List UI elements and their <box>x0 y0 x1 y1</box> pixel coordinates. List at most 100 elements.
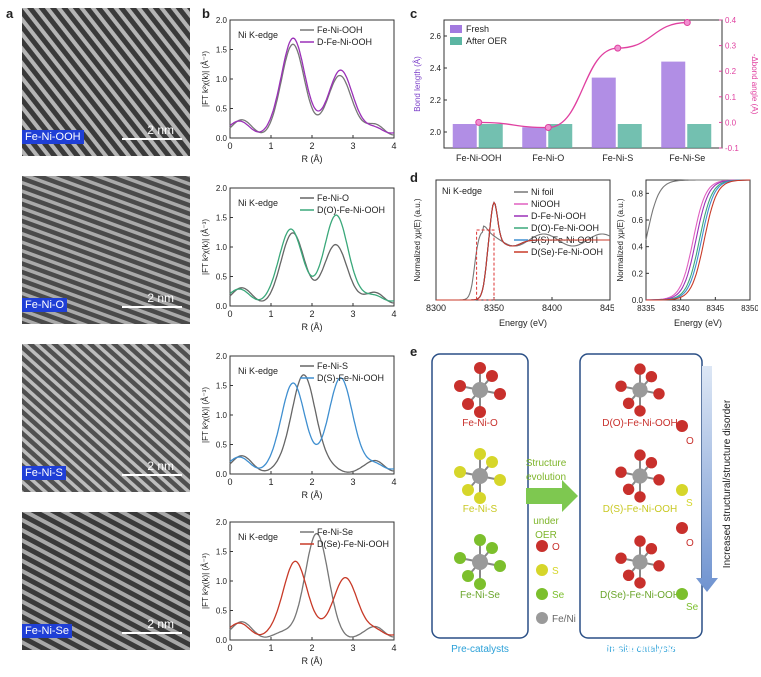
ft-exafs-chart-1: 0 1 2 3 4 0.0 0.5 1.0 1.5 2.0 R (Å) |FT k²χ(k)| (Å⁻… <box>201 16 397 164</box>
ft-exafs-chart-3: 0 1 2 3 4 0.0 0.5 1.0 1.5 2.0 R (Å) |FT k²χ(k)| (Å⁻… <box>201 352 397 500</box>
x-tick-label: 1 <box>268 141 273 151</box>
legend-label-0: Ni foil <box>531 187 554 197</box>
y-axis-label: Bond length (Å) <box>413 56 422 112</box>
arrow-text-3: OER <box>535 530 557 541</box>
y2-axis-label: -Δbond angle (Å) <box>750 54 758 115</box>
ligand-atom <box>615 552 627 564</box>
bar-0-0 <box>452 124 477 148</box>
x-tick-label: 0 <box>227 643 232 653</box>
bar-0-3 <box>661 61 686 148</box>
panel-label-e: e <box>410 344 418 359</box>
y-tick-label: 0.5 <box>216 273 228 282</box>
y-tick-label: 0.2 <box>632 269 644 278</box>
y2-tick-label: 0.2 <box>725 67 737 76</box>
leaving-atom-1 <box>676 484 688 496</box>
metal-atom <box>632 468 648 484</box>
tem-label: Fe-Ni-O <box>22 298 68 312</box>
chart-title: Ni K-edge <box>442 186 482 196</box>
bond-length-chart: 2.0 2.2 2.4 2.6 -0.1 0.0 0.1 0.2 0.3 0.4 Bond leng… <box>413 16 758 163</box>
y-tick-label: 2.0 <box>216 184 228 193</box>
scale-bar <box>122 306 182 308</box>
legend-label-1: D(Se)-Fe-Ni-OOH <box>317 539 389 549</box>
series-line-0 <box>229 533 395 638</box>
metal-atom <box>472 468 488 484</box>
ligand-atom <box>474 578 486 590</box>
y2-tick-label: -0.1 <box>725 144 739 153</box>
x-tick-label: 4 <box>391 477 396 487</box>
ligand-atom <box>634 405 646 417</box>
ligand-atom <box>622 569 635 581</box>
x-tick-label: 8300 <box>426 303 446 313</box>
precat-structure-2 <box>454 534 506 590</box>
x-tick-label: 8345 <box>706 304 724 313</box>
ligand-atom <box>494 560 506 572</box>
scale-bar <box>122 138 182 140</box>
tem-image-fe-ni-se: Fe-Ni-Se 2 nm <box>22 512 190 650</box>
category-label-2: Fe-Ni-S <box>602 153 633 163</box>
bond-angle-line <box>478 21 688 129</box>
legend-atom-0 <box>536 540 548 552</box>
evolution-arrow <box>526 480 578 512</box>
panel-label-b: b <box>202 6 210 21</box>
bond-angle-point-3 <box>683 19 691 27</box>
bar-1-1 <box>548 124 573 148</box>
tem-label: Fe-Ni-S <box>22 466 66 480</box>
ligand-atom <box>634 449 646 461</box>
xanes-chart: 8300 8350 8400 8450 Energy (eV) Normalized χμ… <box>413 179 614 328</box>
ligand-atom <box>454 466 466 478</box>
category-label-3: Fe-Ni-Se <box>669 153 705 163</box>
ligand-atom <box>486 456 498 468</box>
x-tick-label: 3 <box>350 141 355 151</box>
legend-atom-1 <box>536 564 548 576</box>
series-line-0 <box>229 374 395 473</box>
bar-0-1 <box>522 127 547 148</box>
scale-bar <box>122 632 182 634</box>
series-line-1 <box>229 560 395 636</box>
ligand-atom <box>634 363 646 375</box>
y2-tick-label: 0.3 <box>725 42 737 51</box>
product-structure-1 <box>615 449 665 503</box>
y-tick-label: 2.0 <box>216 16 228 25</box>
x-tick-label: 2 <box>309 141 314 151</box>
product-structure-2 <box>615 535 665 589</box>
x-tick-label: 8340 <box>672 304 690 313</box>
plot-frame <box>443 19 723 149</box>
product-label-0: D(O)-Fe-Ni-OOH <box>602 418 678 429</box>
x-tick-label: 1 <box>268 309 273 319</box>
x-tick-label: 4 <box>391 309 396 319</box>
x-tick-label: 8350 <box>484 303 504 313</box>
panel-label-c: c <box>410 6 418 21</box>
chart-title: Ni K-edge <box>238 532 278 542</box>
ligand-atom <box>653 474 665 486</box>
x-tick-label: 0 <box>227 141 232 151</box>
bond-angle-point-0 <box>475 118 483 126</box>
inset-line-3 <box>646 179 750 301</box>
bar-1-0 <box>478 124 503 148</box>
x-axis-label: R (Å) <box>302 656 323 666</box>
tem-image-fe-ni-s: Fe-Ni-S 2 nm <box>22 344 190 492</box>
bar-1-3 <box>687 124 712 148</box>
legend-atom-3 <box>536 612 548 624</box>
insitu-caption: In-situ catalysts <box>607 644 676 655</box>
series-line-5 <box>436 201 610 301</box>
panel-label-a: a <box>6 6 14 21</box>
y2-tick-label: 0.1 <box>725 93 737 102</box>
product-label-2: D(Se)-Fe-Ni-OOH <box>600 590 680 601</box>
scale-label: 2 nm <box>147 291 174 305</box>
chart-title: Ni K-edge <box>238 366 278 376</box>
precat-label-2: Fe-Ni-Se <box>460 590 500 601</box>
legend-label-0: Fe-Ni-O <box>317 193 349 203</box>
x-tick-label: 8400 <box>542 303 562 313</box>
metal-atom <box>472 382 488 398</box>
precat-label-0: Fe-Ni-O <box>462 418 498 429</box>
series-line-0 <box>436 225 611 301</box>
x-tick-label: 2 <box>309 309 314 319</box>
tem-image-fe-ni-ooh: Fe-Ni-OOH 2 nm <box>22 8 190 156</box>
y2-tick-label: 0.4 <box>725 16 737 25</box>
zoom-box <box>476 229 495 301</box>
legend-label-3: Fe/Ni <box>552 614 576 625</box>
y-tick-label: 0.5 <box>216 607 228 616</box>
y-tick-label: 2.2 <box>430 96 442 105</box>
ligand-atom <box>474 492 486 504</box>
y-tick-label: 0.6 <box>632 216 644 225</box>
